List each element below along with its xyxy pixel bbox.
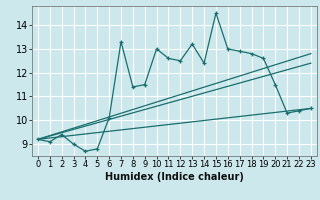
X-axis label: Humidex (Indice chaleur): Humidex (Indice chaleur) [105, 172, 244, 182]
